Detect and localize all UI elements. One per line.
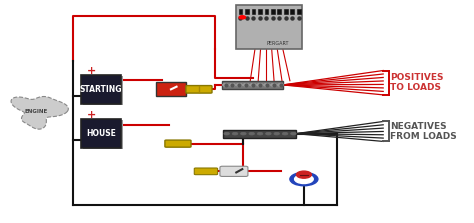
Bar — [245, 9, 249, 14]
Circle shape — [290, 172, 318, 186]
Circle shape — [257, 83, 263, 87]
Bar — [291, 9, 294, 14]
Circle shape — [296, 171, 311, 178]
Bar — [236, 5, 301, 50]
Circle shape — [250, 83, 256, 87]
FancyBboxPatch shape — [186, 86, 212, 93]
Text: +: + — [87, 110, 96, 120]
Bar — [277, 9, 281, 14]
Circle shape — [162, 85, 180, 94]
Text: STARTING: STARTING — [80, 85, 122, 94]
Circle shape — [224, 132, 229, 135]
Circle shape — [291, 132, 296, 135]
Circle shape — [229, 83, 236, 87]
Bar — [156, 82, 186, 96]
Circle shape — [294, 175, 313, 184]
Circle shape — [265, 132, 271, 135]
Circle shape — [222, 83, 229, 87]
Bar — [81, 75, 121, 104]
Bar — [258, 9, 262, 14]
Circle shape — [243, 83, 249, 87]
Bar — [264, 9, 268, 14]
Circle shape — [264, 83, 270, 87]
Polygon shape — [11, 97, 68, 129]
Circle shape — [236, 83, 243, 87]
Text: NEGATIVES
FROM LOADS: NEGATIVES FROM LOADS — [390, 122, 457, 141]
Text: HOUSE: HOUSE — [86, 129, 116, 138]
Bar — [222, 81, 283, 89]
Circle shape — [232, 132, 238, 135]
FancyBboxPatch shape — [165, 140, 191, 147]
Bar — [83, 76, 123, 105]
Bar — [271, 9, 275, 14]
Text: ENGINE: ENGINE — [24, 109, 47, 114]
Circle shape — [283, 132, 288, 135]
Bar — [81, 119, 121, 148]
Text: POSITIVES
TO LOADS: POSITIVES TO LOADS — [390, 73, 444, 92]
Circle shape — [257, 132, 263, 135]
Bar — [223, 130, 296, 138]
Bar — [284, 9, 288, 14]
Circle shape — [249, 132, 255, 135]
FancyBboxPatch shape — [220, 166, 248, 176]
Bar — [238, 9, 242, 14]
Circle shape — [274, 132, 280, 135]
Circle shape — [277, 83, 284, 87]
Bar — [83, 120, 123, 149]
Circle shape — [241, 132, 246, 135]
Text: PERGART: PERGART — [267, 41, 290, 46]
Text: +: + — [87, 66, 96, 76]
Circle shape — [239, 16, 246, 19]
Circle shape — [271, 83, 277, 87]
Bar — [297, 9, 301, 14]
Bar — [252, 9, 255, 14]
FancyBboxPatch shape — [194, 168, 218, 175]
